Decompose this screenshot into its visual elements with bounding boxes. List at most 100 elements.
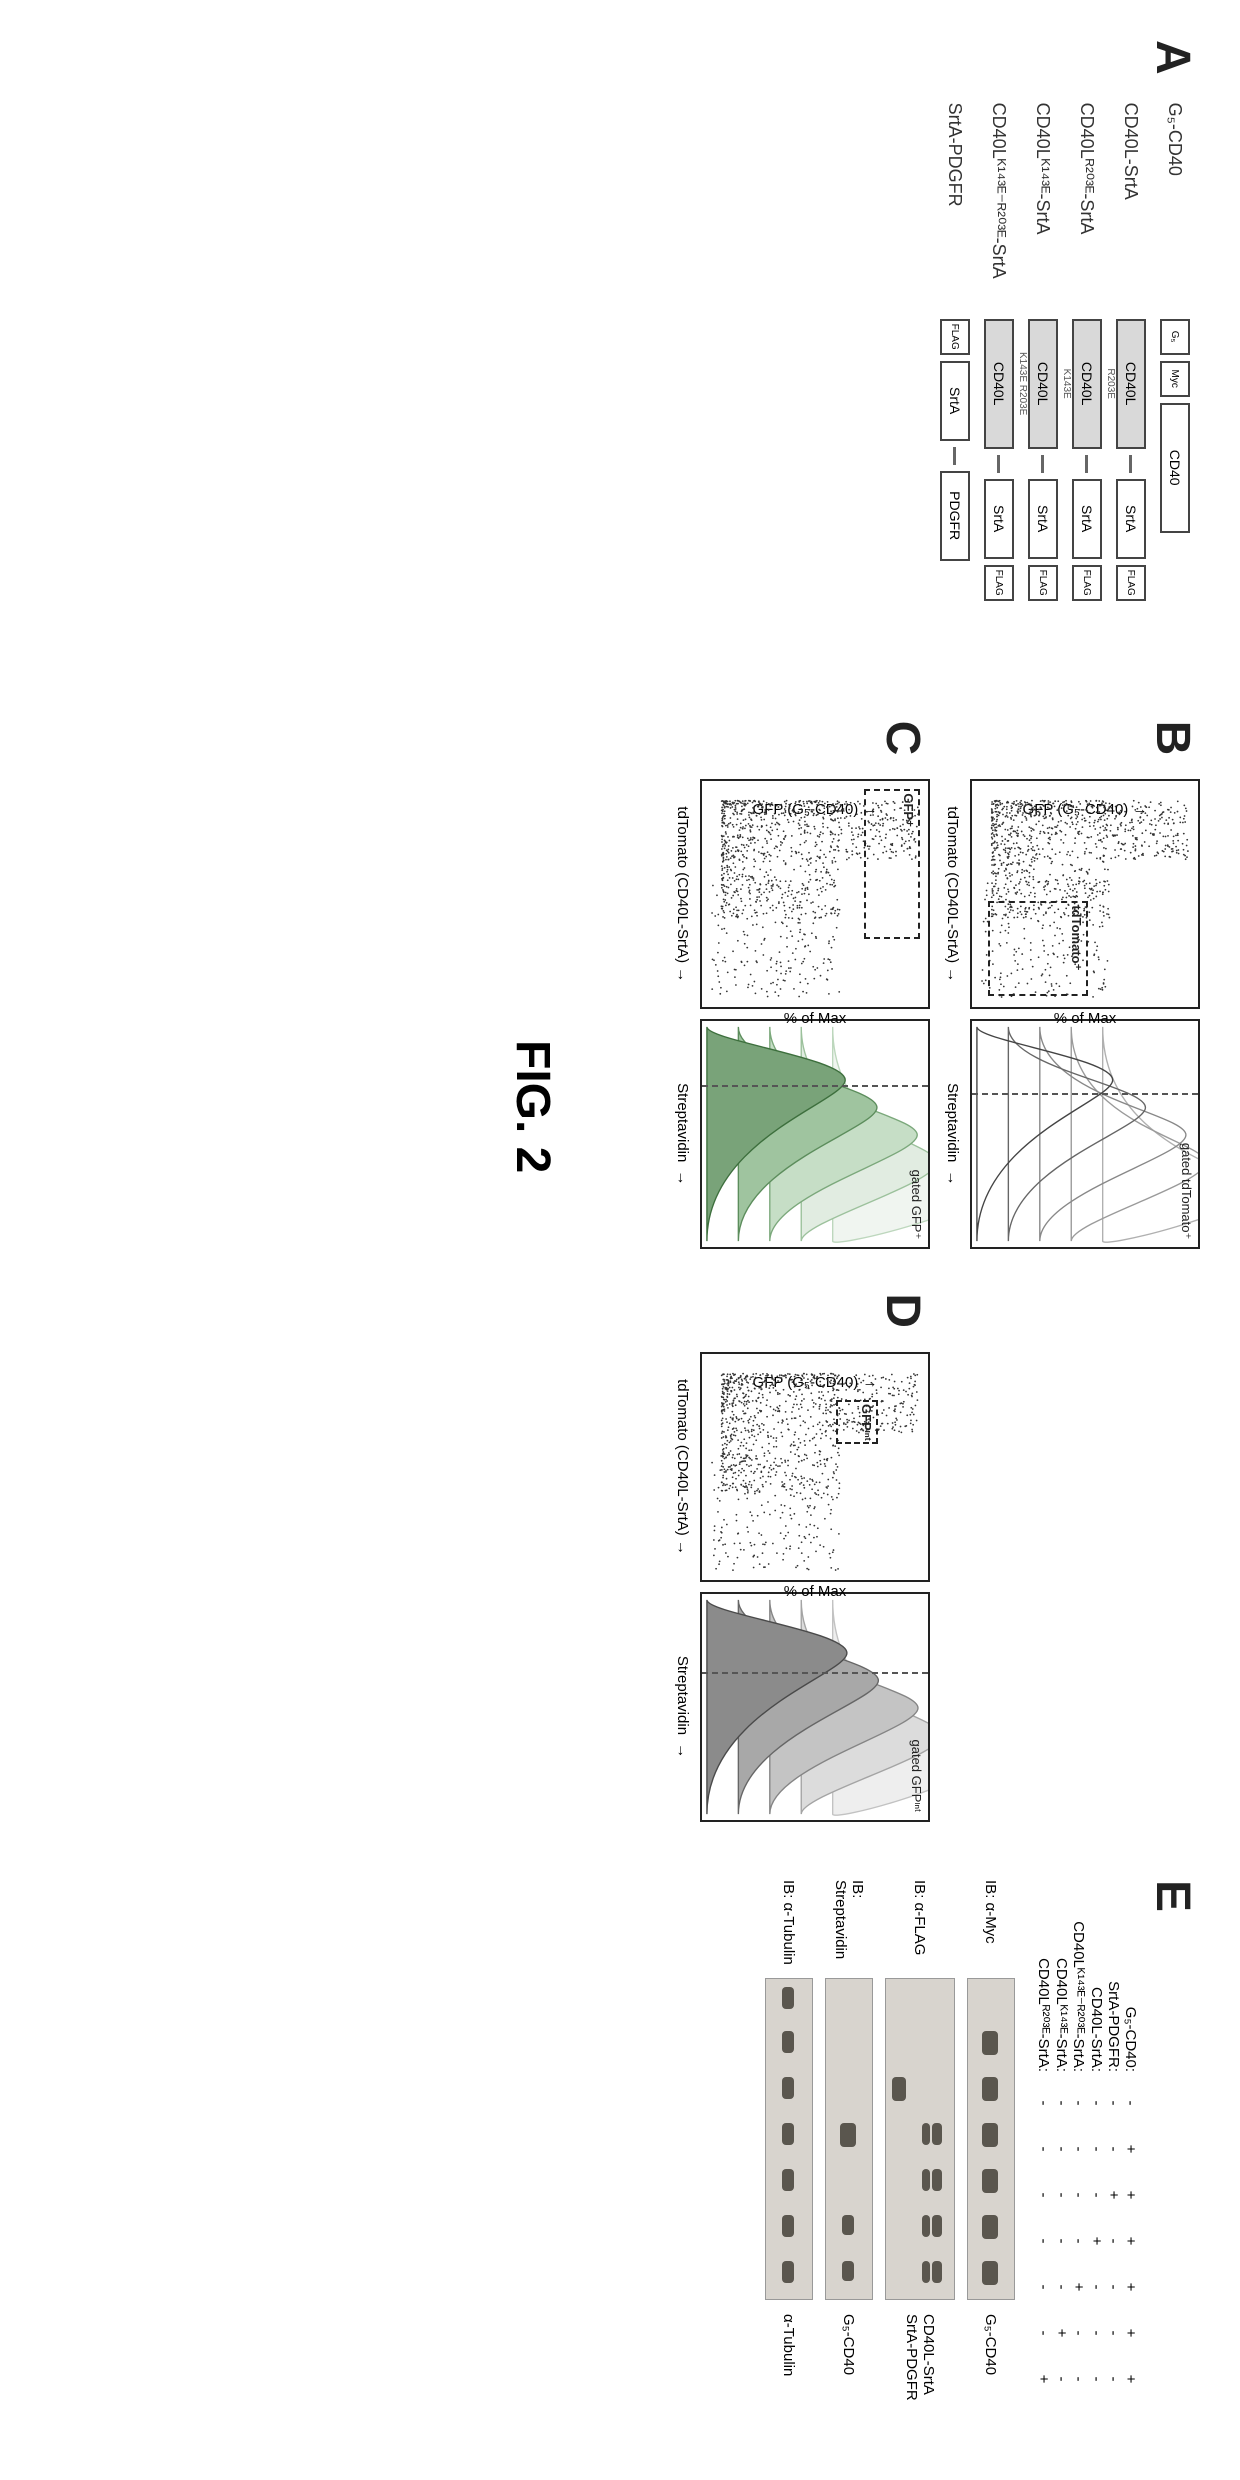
blot-band [840,2123,856,2147]
blot-band [922,2169,930,2191]
blot-band [982,2077,998,2101]
lane-mark: - [1053,2218,1070,2264]
construct-row: G₅-CD40G₅MycCD40 [1160,103,1190,663]
histo-threshold-line [702,1085,928,1087]
construct-row: CD40L-SrtACD40LSrtAFLAG [1116,103,1146,663]
domain-tag: G₅ [1160,319,1190,355]
construct-name: CD40Lᴷ¹⁴³ᴱ⁻ᴿ²⁰³ᴱ-SrtA [989,103,1010,313]
lane-mark: - [1036,2310,1053,2356]
mutation-label: K143E [1061,369,1072,399]
lane-mark: - [1036,2218,1053,2264]
blot-antibody-label: IB: α-Tubulin [781,1880,798,1970]
x-axis-label: Streptavidin → [944,1083,961,1185]
transfection-row: CD40Lᴷ¹⁴³ᴱ-SrtA:-----+- [1053,1880,1070,2440]
lane-mark: + [1122,2264,1139,2310]
domain-box: SrtA [984,479,1014,559]
lane-mark: - [1105,2264,1122,2310]
lane-mark: - [1071,2172,1088,2218]
blot-band [782,2169,794,2191]
lane-mark: - [1105,2356,1122,2402]
transfection-label: SrtA-PDGFR: [1105,1880,1122,2080]
transfection-label: CD40Lᴿ²⁰³ᴱ-SrtA: [1035,1880,1053,2080]
lane-mark: - [1088,2264,1105,2310]
blot-band [932,2123,942,2145]
blot-band [932,2261,942,2283]
mutation-label: K143E R203E [1017,352,1028,415]
lane-mark: - [1071,2126,1088,2172]
blot-strip [825,1978,873,2300]
blot-band [932,2169,942,2191]
blot-band [782,2215,794,2237]
panels-bcd: B GFP (G₅-CD40) →tdTomato (CD40L-SrtA) →… [700,721,1200,1822]
lane-mark: - [1036,2080,1053,2126]
lane-mark: - [1105,2126,1122,2172]
histo-threshold-line [702,1672,928,1674]
panel-d-label: D [875,1293,930,1328]
lane-mark: + [1122,2126,1139,2172]
blot-strip [885,1978,955,2300]
construct-name: CD40L-SrtA [1121,103,1142,313]
linker-line [1130,455,1133,473]
construct-name: CD40Lᴿ²⁰³ᴱ-SrtA [1077,103,1098,313]
construct-row: CD40Lᴷ¹⁴³ᴱ⁻ᴿ²⁰³ᴱ-SrtA CD40LK143E R203E Srt… [984,103,1014,663]
gate-label: GFPᶦⁿᵗ [859,1404,874,1441]
domain-main: CD40LK143E R203E [984,319,1014,449]
lane-mark: - [1036,2172,1053,2218]
x-axis-label: tdTomato (CD40L-SrtA) → [674,806,691,982]
histo-title: gated GFPᶦⁿᵗ [909,1740,924,1813]
scatter-plot: GFP (G₅-CD40) →tdTomato (CD40L-SrtA) →GF… [700,1352,930,1582]
lane-mark: - [1088,2356,1105,2402]
facs-panel-b: GFP (G₅-CD40) →tdTomato (CD40L-SrtA) →td… [970,779,1200,1249]
blot-band [982,2261,998,2285]
blot-band [982,2031,998,2055]
lane-mark: + [1122,2356,1139,2402]
blot-target-labels: CD40L-SrtASrtA-PDGFR [903,2308,937,2401]
transfection-label: G₅-CD40: [1122,1880,1139,2080]
lane-mark: - [1088,2310,1105,2356]
lane-mark: - [1088,2080,1105,2126]
blot-row: IB: α-Tubulinα-Tubulin [765,1880,813,2440]
histogram-plot: % of MaxStreptavidin →gated tdTomato⁺ [970,1019,1200,1249]
domain-main: CD40 [1160,403,1190,533]
transfection-label: CD40Lᴷ¹⁴³ᴱ-SrtA: [1053,1880,1070,2080]
lane-mark: + [1122,2310,1139,2356]
panel-a: G₅-CD40G₅MycCD40CD40L-SrtACD40LSrtAFLAGC… [700,103,1200,663]
transfection-label: CD40Lᴷ¹⁴³ᴱ⁻ᴿ²⁰³ᴱ-SrtA: [1070,1880,1088,2080]
domain-main: CD40LK143E [1028,319,1058,449]
lane-mark: - [1036,2264,1053,2310]
blot-band [842,2261,854,2281]
panel-e: G₅-CD40:-++++++SrtA-PDGFR:--+----CD40L-S… [765,1880,1139,2440]
transfection-row: SrtA-PDGFR:--+---- [1105,1880,1122,2440]
blot-antibody-label: IB: Streptavidin [832,1880,866,1970]
blot-band [782,2261,794,2283]
domain-box: FLAG [1028,565,1058,601]
x-axis-label: Streptavidin → [674,1656,691,1758]
scatter-plot: GFP (G₅-CD40) →tdTomato (CD40L-SrtA) →td… [970,779,1200,1009]
domain-tag: Myc [1160,361,1190,397]
histo-threshold-line [972,1093,1198,1095]
blot-band [922,2215,930,2237]
gate-label: tdTomato⁺ [1068,905,1084,970]
panel-a-label: A [700,40,1200,75]
linker-line [1042,455,1045,473]
lane-mark: - [1053,2126,1070,2172]
lane-mark: - [1071,2080,1088,2126]
blot-band [782,2123,794,2145]
transfection-row: CD40Lᴿ²⁰³ᴱ-SrtA:------+ [1035,1880,1053,2440]
blot-target-label: G₅-CD40 [841,2314,858,2375]
lane-mark: - [1105,2080,1122,2126]
lane-mark: - [1122,2080,1139,2126]
blot-strip [765,1978,813,2300]
x-axis-label: tdTomato (CD40L-SrtA) → [674,1379,691,1555]
lane-mark: - [1071,2218,1088,2264]
lane-mark: - [1053,2172,1070,2218]
lane-mark: - [1088,2126,1105,2172]
domain-box: FLAG [1072,565,1102,601]
construct-name: SrtA-PDGFR [945,103,966,313]
domain-box: SrtA [1116,479,1146,559]
blot-antibody-label: IB: α-FLAG [912,1880,929,1970]
histo-title: gated GFP⁺ [908,1170,924,1240]
blot-band [932,2215,942,2237]
domain-box: PDGFR [940,471,970,561]
blot-band [922,2261,930,2283]
